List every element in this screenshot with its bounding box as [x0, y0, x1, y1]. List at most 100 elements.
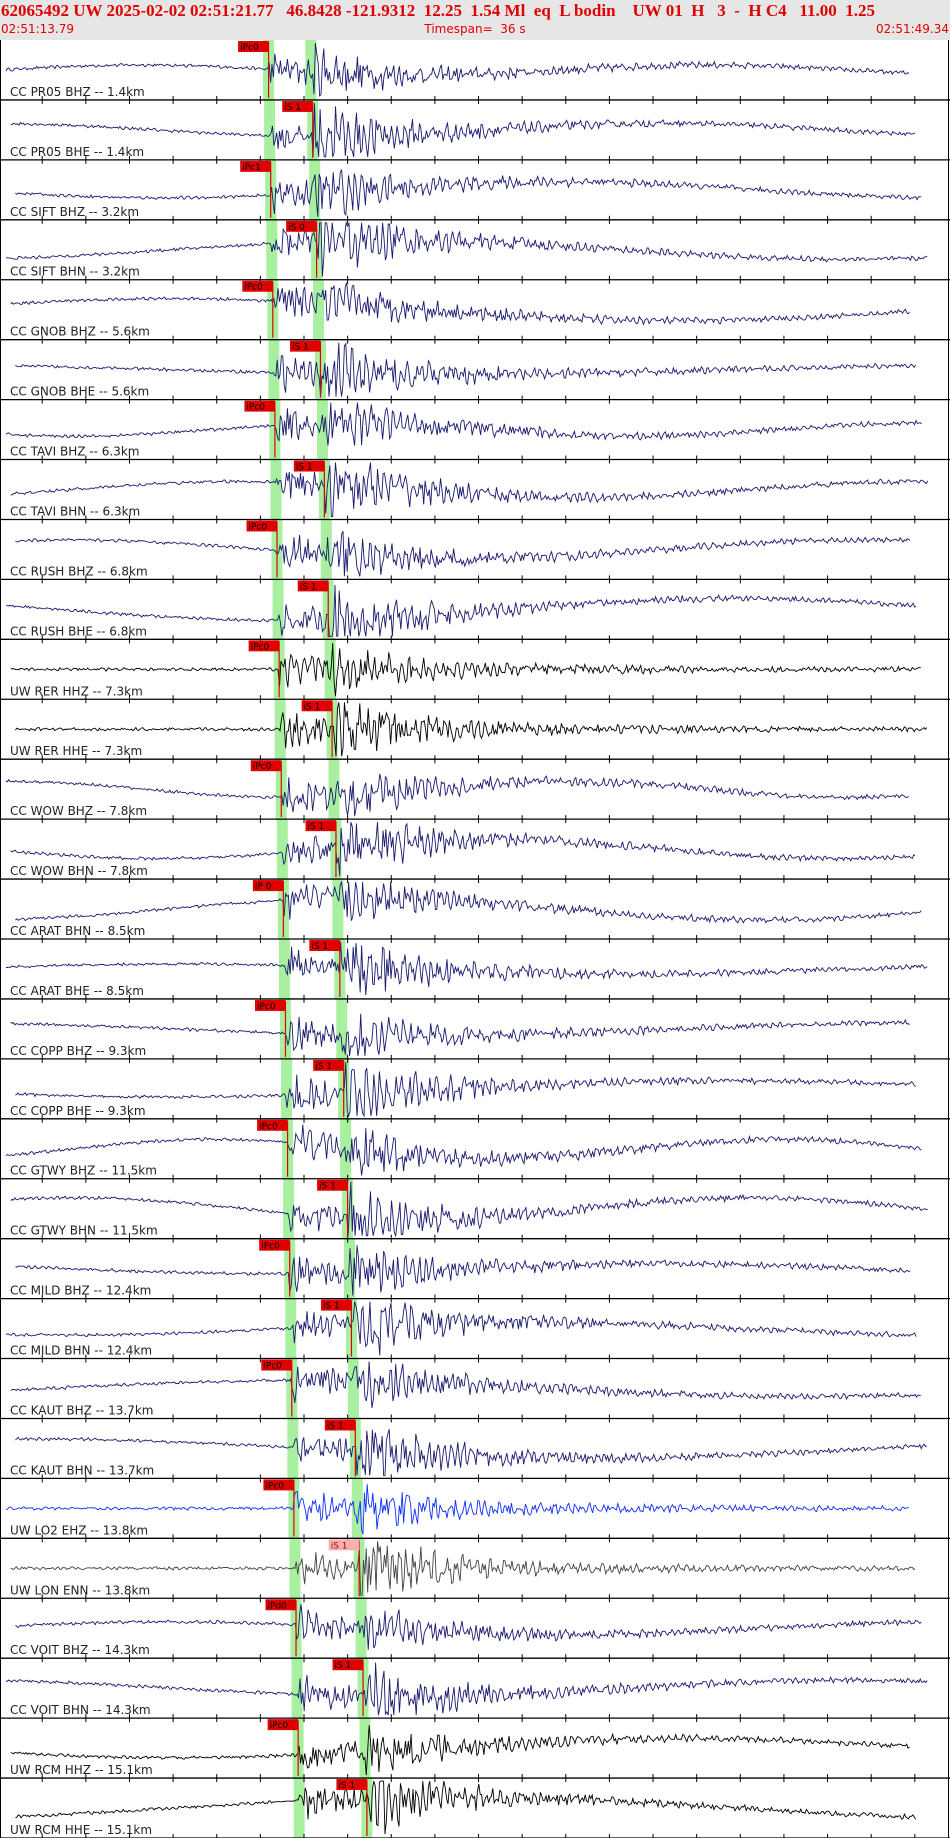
pick-flag	[246, 520, 278, 532]
waveform	[15, 1780, 916, 1835]
trace-label: UW RCM HHZ -- 15.1km	[10, 1763, 153, 1777]
trace: iPc0 CC KAUT BHZ -- 13.7km	[0, 1359, 950, 1423]
trace: iS 1 CC MILD BHN -- 12.4km	[0, 1299, 950, 1363]
pick-label: iS 1	[284, 103, 301, 113]
trace-label: CC GNOB BHE -- 5.6km	[10, 385, 149, 399]
trace-label: CC SIFT BHZ -- 3.2km	[10, 205, 139, 219]
pick-label: iPc0	[251, 642, 270, 652]
trace: iPc0 CC COPP BHZ -- 9.3km	[0, 999, 950, 1063]
trace-label: UW LO2 EHZ -- 13.8km	[10, 1523, 148, 1537]
waveform	[15, 1061, 916, 1118]
waveform	[6, 1484, 910, 1535]
pick-label: iPc0	[261, 1242, 280, 1252]
waveform	[10, 1181, 928, 1238]
pick-flag	[305, 820, 336, 832]
end-time: 02:51:49.34	[876, 22, 949, 36]
pick-flag	[261, 1359, 292, 1371]
pick-flag	[309, 940, 340, 951]
waveform	[10, 462, 929, 517]
trace: iPc0 CC RUSH BHZ -- 6.8km	[0, 520, 950, 584]
start-time: 02:51:13.79	[1, 22, 74, 36]
pick-flag	[263, 1479, 294, 1491]
pick-flag	[238, 41, 269, 52]
trace: iS 1 CC COPP BHE -- 9.3km	[0, 1059, 950, 1123]
trace: iPd0 CC VOIT BHZ -- 14.3km	[0, 1599, 950, 1663]
trace: iPc0 CC TAVI BHZ -- 6.3km	[0, 400, 950, 464]
pick-label: iPc0	[253, 762, 272, 772]
pick-flag	[252, 880, 284, 892]
waveform	[5, 1662, 928, 1716]
waveform	[15, 1429, 927, 1476]
pick-flag	[240, 160, 271, 172]
pick-label: iS 1	[300, 582, 317, 592]
waveform	[15, 169, 922, 217]
pick-flag	[242, 280, 273, 292]
trace-label: UW RER HHE -- 7.3km	[10, 744, 142, 758]
trace-label: CC TAVI BHZ -- 6.3km	[10, 445, 139, 459]
pick-flag	[297, 580, 329, 592]
trace-label: CC ARAT BHN -- 8.5km	[10, 924, 145, 938]
pick-flag	[293, 460, 325, 472]
pick-flag	[324, 1419, 356, 1431]
waveform	[15, 342, 916, 397]
waveform	[15, 531, 911, 577]
pick-flag	[317, 1179, 348, 1191]
pick-flag	[254, 999, 286, 1011]
waveform	[15, 1245, 911, 1296]
trace: iPc0 CC GTWY BHZ -- 11.5km	[0, 1119, 950, 1183]
pick-label: iS 1	[292, 343, 309, 353]
pick-flag	[313, 1059, 344, 1071]
trace-label: CC GTWY BHN -- 11.5km	[10, 1224, 158, 1238]
pick-label: iPd0	[268, 1601, 288, 1611]
trace-label: CC SIFT BHN -- 3.2km	[10, 265, 140, 279]
trace: iS 1 CC KAUT BHN -- 13.7km	[0, 1419, 950, 1483]
pick-flag	[265, 1599, 297, 1611]
pick-label: iPc0	[240, 43, 259, 53]
trace: iPc0 UW RER HHZ -- 7.3km	[0, 640, 950, 704]
event-title: 62065492 UW 2025-02-02 02:51:21.77 46.84…	[1, 1, 875, 20]
pick-label: iS 1	[315, 1062, 332, 1072]
pick-flag	[320, 1299, 352, 1311]
pick-label: iS 1	[335, 1661, 352, 1671]
trace: iS 1 CC WOW BHN -- 7.8km	[0, 820, 950, 884]
pick-label: iS 1	[327, 1421, 344, 1431]
trace-label: CC MILD BHN -- 12.4km	[10, 1344, 152, 1358]
pick-label: iPc0	[263, 1362, 282, 1372]
pick-flag	[286, 220, 317, 232]
waveform	[10, 1541, 916, 1596]
trace: iS 0 CC SIFT BHN -- 3.2km	[0, 220, 950, 284]
trace-label: CC TAVI BHN -- 6.3km	[10, 504, 140, 518]
trace-label: UW RCM HHE -- 15.1km	[10, 1823, 152, 1837]
trace: iP 0 CC ARAT BHN -- 8.5km	[0, 880, 950, 943]
pick-label: iS 1	[338, 1781, 355, 1791]
waveform	[5, 42, 910, 97]
trace-label: UW RER HHZ -- 7.3km	[10, 684, 143, 698]
pick-label: iS 1	[307, 822, 324, 832]
trace-label: CC COPP BHZ -- 9.3km	[10, 1044, 146, 1058]
pick-label: iPc0	[257, 1002, 276, 1012]
waveform	[5, 1301, 917, 1356]
header: 62065492 UW 2025-02-02 02:51:21.77 46.84…	[0, 0, 950, 40]
pick-flag	[267, 1719, 299, 1731]
pick-label: iS 1	[331, 1541, 348, 1551]
trace: iS 1 UW RER HHE -- 7.3km	[0, 700, 950, 764]
pick-label: iPc0	[259, 1122, 278, 1132]
pick-label: iP 0	[255, 882, 272, 892]
pick-label: iPc0	[270, 1721, 289, 1731]
pick-flag	[301, 700, 333, 712]
trace-label: CC MILD BHZ -- 12.4km	[10, 1284, 151, 1298]
waveform	[6, 221, 928, 277]
trace-label: CC GTWY BHZ -- 11.5km	[10, 1164, 157, 1178]
waveform	[5, 1124, 922, 1176]
waveform	[10, 1361, 921, 1409]
trace-label: CC RUSH BHE -- 6.8km	[10, 624, 147, 638]
pick-flag	[328, 1539, 360, 1551]
waveform	[10, 643, 921, 697]
trace: iPc0 CC MILD BHZ -- 12.4km	[0, 1239, 950, 1303]
waveform	[5, 773, 910, 817]
trace-label: CC KAUT BHN -- 13.7km	[10, 1463, 154, 1477]
trace-label: CC VOIT BHZ -- 14.3km	[10, 1643, 150, 1657]
waveform	[6, 584, 917, 637]
waveform	[15, 1604, 922, 1650]
